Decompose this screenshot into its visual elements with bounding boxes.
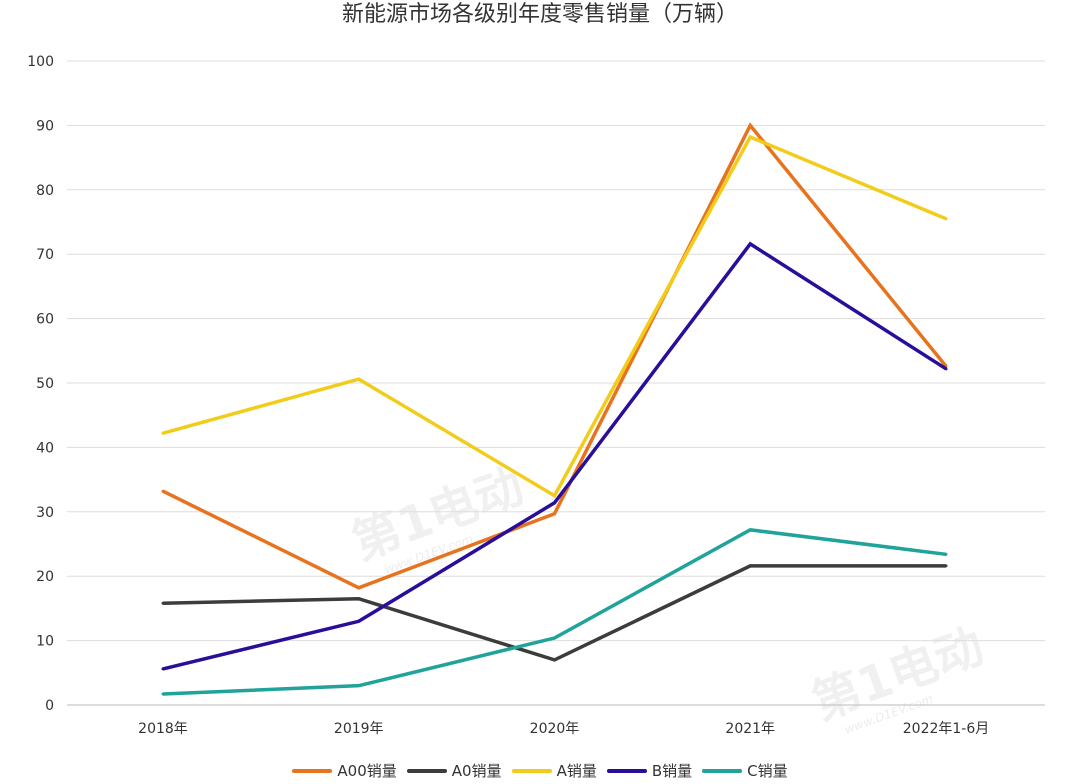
- legend-label: B销量: [651, 762, 693, 780]
- legend-swatch: [606, 768, 647, 773]
- series-line-A0销量: [162, 564, 946, 662]
- series-line-A销量: [162, 134, 947, 499]
- legend: A00销量 A0销量 A销量 B销量 C销量: [0, 760, 1080, 781]
- x-tick-label: 2022年1-6月: [903, 721, 990, 737]
- legend-item: A00销量: [292, 760, 397, 781]
- legend-swatch: [292, 768, 333, 773]
- legend-label: A销量: [556, 762, 597, 780]
- data-point: [553, 512, 556, 516]
- data-point: [944, 552, 948, 556]
- series-line-B销量: [162, 241, 947, 671]
- legend-swatch: [406, 768, 447, 773]
- data-point: [357, 377, 361, 381]
- data-point: [357, 619, 361, 623]
- y-tick-label: 30: [36, 505, 54, 521]
- data-point: [553, 494, 556, 498]
- data-point: [161, 601, 165, 605]
- data-point: [357, 597, 361, 601]
- y-tick-label: 50: [36, 376, 54, 392]
- data-point: [748, 528, 752, 532]
- legend-label: A0销量: [451, 762, 502, 780]
- data-point: [161, 431, 165, 435]
- y-tick-label: 60: [36, 312, 54, 328]
- legend-item: B销量: [606, 760, 693, 781]
- data-point: [553, 636, 556, 640]
- x-tick-label: 2021年: [725, 721, 775, 737]
- y-tick-label: 90: [36, 118, 54, 134]
- data-point: [161, 489, 165, 493]
- y-tick-label: 70: [36, 247, 54, 263]
- data-point: [748, 135, 752, 139]
- data-point: [748, 242, 752, 246]
- chart-title: 新能源市场各级别年度零售销量（万辆）: [341, 2, 738, 27]
- legend-swatch: [702, 768, 743, 773]
- data-point: [553, 501, 556, 505]
- y-tick-label: 10: [36, 634, 54, 650]
- data-point: [944, 217, 948, 221]
- data-point: [553, 658, 556, 662]
- x-tick-label: 2019年: [334, 721, 384, 737]
- legend-item: A0销量: [406, 760, 502, 781]
- legend-label: A00销量: [337, 762, 397, 780]
- data-point: [161, 692, 165, 696]
- data-point: [357, 684, 361, 688]
- series-line-A00销量: [162, 122, 948, 590]
- data-point: [748, 564, 752, 568]
- data-point: [944, 564, 948, 568]
- y-tick-label: 40: [36, 440, 54, 456]
- data-point: [357, 586, 361, 590]
- x-tick-label: 2020年: [530, 721, 580, 737]
- y-tick-label: 0: [45, 698, 54, 714]
- y-tick-label: 20: [36, 569, 54, 585]
- y-tick-label: 80: [36, 183, 54, 199]
- y-tick-label: 100: [27, 54, 54, 70]
- x-tick-label: 2018年: [138, 721, 188, 737]
- legend-item: A销量: [511, 760, 597, 781]
- legend-label: C销量: [747, 762, 788, 780]
- data-point: [748, 123, 752, 127]
- legend-swatch: [511, 768, 552, 773]
- data-point: [944, 367, 948, 371]
- legend-item: C销量: [702, 760, 788, 781]
- data-point: [161, 667, 165, 671]
